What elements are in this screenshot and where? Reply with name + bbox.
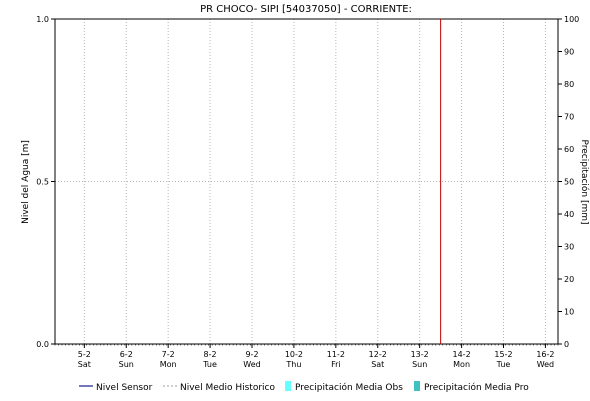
x-tick-label-date: 14-2 — [453, 350, 471, 359]
y-axis-label: Nivel del Agua [m] — [21, 140, 31, 224]
legend-swatch-box — [414, 381, 420, 391]
y2-axis-label: Precipitación [mm] — [579, 139, 590, 224]
x-tick-label-day: Thu — [285, 360, 301, 369]
x-tick-label-date: 5-2 — [78, 350, 91, 359]
y2-tick-label: 50 — [564, 178, 574, 187]
y2-tick-label: 20 — [564, 275, 574, 284]
legend: Nivel Sensor Nivel Medio Historico Precipi… — [79, 381, 529, 393]
y-tick-label: 0.0 — [36, 340, 49, 349]
y2-tick-label: 10 — [564, 308, 574, 317]
y2-tick-label: 30 — [564, 243, 574, 252]
y2-tick-label: 80 — [564, 80, 574, 89]
y2-tick-label: 40 — [564, 210, 574, 219]
x-tick-label-day: Wed — [243, 360, 260, 369]
legend-label: Nivel Sensor — [96, 383, 153, 393]
legend-swatch-box — [285, 381, 291, 391]
y-tick-label: 1.0 — [36, 15, 49, 24]
x-tick-label-date: 10-2 — [285, 350, 303, 359]
y-axis-right: 0 10 20 30 40 50 60 70 80 90 100 — [558, 15, 579, 349]
x-tick-label-date: 7-2 — [162, 350, 175, 359]
y2-tick-label: 60 — [564, 145, 574, 154]
x-tick-label-day: Mon — [160, 360, 177, 369]
x-tick-label-day: Tue — [202, 360, 217, 369]
x-tick-label-day: Sat — [371, 360, 384, 369]
y2-tick-label: 70 — [564, 113, 574, 122]
y-axis-left: 0.0 0.5 1.0 — [36, 15, 55, 349]
x-tick-label-date: 16-2 — [536, 350, 554, 359]
y2-tick-label: 90 — [564, 48, 574, 57]
x-tick-label-day: Fri — [331, 360, 341, 369]
grid-lines — [55, 19, 558, 344]
y2-tick-label: 100 — [564, 15, 579, 24]
legend-label: Nivel Medio Historico — [180, 383, 275, 393]
x-tick-label-date: 11-2 — [327, 350, 345, 359]
x-tick-label-day: Wed — [537, 360, 554, 369]
x-tick-label-day: Tue — [496, 360, 511, 369]
y2-tick-label: 0 — [564, 340, 569, 349]
x-tick-label-day: Sun — [412, 360, 427, 369]
x-tick-label-date: 13-2 — [411, 350, 429, 359]
x-tick-label-date: 9-2 — [245, 350, 258, 359]
legend-label: Precipitación Media Pro — [424, 382, 529, 393]
x-tick-label-date: 15-2 — [494, 350, 512, 359]
y-tick-label: 0.5 — [36, 178, 49, 187]
x-tick-label-date: 12-2 — [369, 350, 387, 359]
x-tick-label-day: Mon — [453, 360, 470, 369]
x-tick-label-day: Sun — [119, 360, 134, 369]
x-tick-label-day: Sat — [78, 360, 91, 369]
legend-label: Precipitación Media Obs — [295, 382, 403, 393]
x-tick-label-date: 6-2 — [120, 350, 133, 359]
x-tick-label-date: 8-2 — [204, 350, 217, 359]
chart-title: PR CHOCO- SIPI [54037050] - CORRIENTE: — [200, 4, 412, 15]
x-axis: 5-2Sat6-2Sun7-2Mon8-2Tue9-2Wed10-2Thu11-… — [54, 344, 559, 369]
